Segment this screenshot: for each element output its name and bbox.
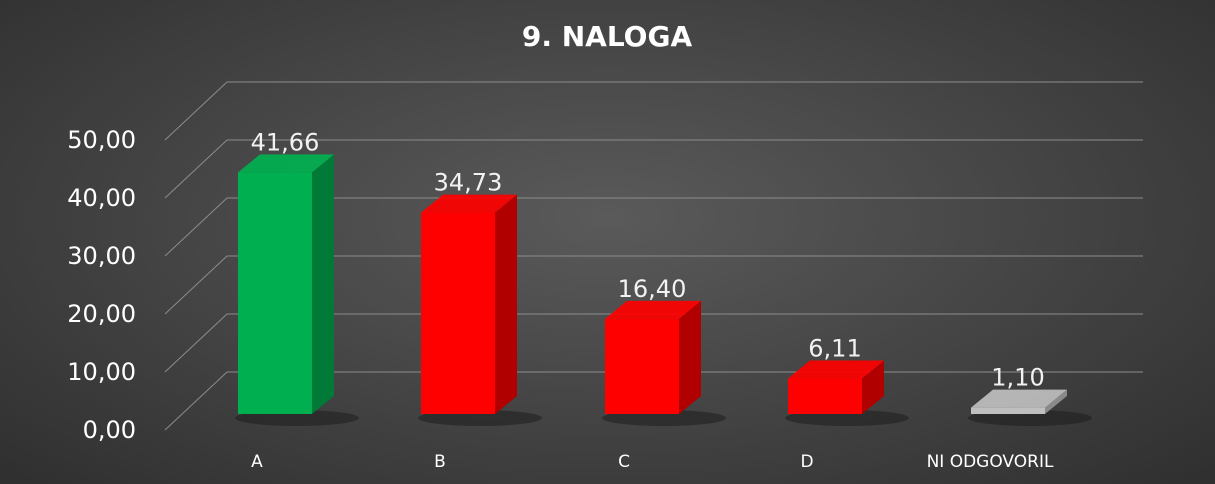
x-tick-label: B <box>434 452 446 472</box>
y-tick-label: 10,00 <box>67 358 136 386</box>
chart-title: 9. NALOGA <box>522 20 693 53</box>
y-tick-label: 50,00 <box>67 126 136 154</box>
gridline <box>164 81 1143 141</box>
x-tick-label: C <box>618 452 630 472</box>
bar-a <box>238 154 334 414</box>
bar-b <box>421 194 517 414</box>
x-tick-label: NI ODGOVORIL <box>927 452 1054 472</box>
data-label: 6,11 <box>808 335 861 363</box>
x-tick-label: D <box>800 452 813 472</box>
y-axis-ticks: 0,00 10,00 20,00 30,00 40,00 50,00 <box>67 126 136 444</box>
bar-d <box>788 360 884 414</box>
bar-ni-odgovoril <box>971 389 1067 414</box>
x-axis-ticks: A B C D NI ODGOVORIL <box>251 452 1054 472</box>
y-tick-label: 40,00 <box>67 184 136 212</box>
data-label: 16,40 <box>618 275 687 303</box>
gridline <box>164 313 1143 373</box>
y-tick-label: 20,00 <box>67 300 136 328</box>
y-tick-label: 0,00 <box>83 416 136 444</box>
data-label: 34,73 <box>434 169 503 197</box>
data-labels: 41,66 34,73 16,40 6,11 1,10 <box>251 128 1045 391</box>
bars <box>238 154 1067 414</box>
gridline <box>164 139 1143 199</box>
data-label: 41,66 <box>251 128 320 156</box>
data-label: 1,10 <box>991 364 1044 392</box>
gridline <box>164 197 1143 257</box>
bar-c <box>605 300 701 414</box>
y-tick-label: 30,00 <box>67 242 136 270</box>
x-tick-label: A <box>251 452 263 472</box>
gridline <box>164 255 1143 315</box>
